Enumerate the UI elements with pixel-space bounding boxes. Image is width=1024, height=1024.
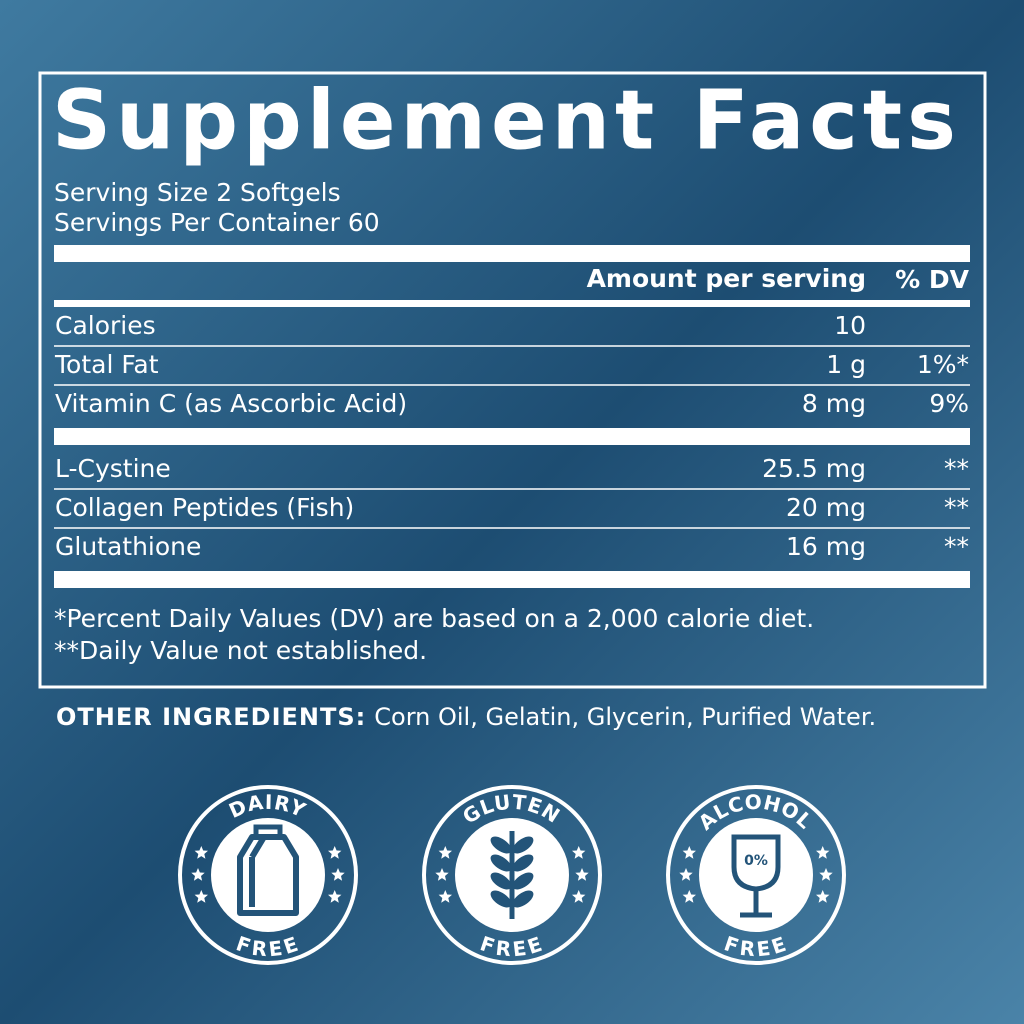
wheat-icon [512,836,534,854]
star [816,890,830,903]
star [438,846,452,859]
carton-icon [253,824,283,840]
star [679,868,693,881]
nutrient-name: L-Cystine [55,454,171,483]
star [328,890,342,903]
other-ingredients-text: Corn Oil, Gelatin, Glycerin, Purified Wa… [374,703,876,731]
star [572,846,586,859]
glass-icon [731,834,781,918]
nutrient-dv: ** [944,454,969,483]
star [194,890,208,903]
wheat-icon [490,836,512,854]
nutrient-dv: ** [944,493,969,522]
other-ingredients-label: OTHER INGREDIENTS: [56,703,366,731]
badge-ring [422,785,602,965]
servings-per-container: Servings Per Container 60 [54,208,380,237]
carton-icon [237,834,299,916]
star [191,868,205,881]
footnote: *Percent Daily Values (DV) are based on … [54,604,814,633]
nutrient-amount: 16 mg [786,532,866,561]
nutrient-name: Glutathione [55,532,201,561]
amount-header: Amount per serving [587,264,866,293]
badge-ring [178,785,358,965]
facts-box [38,71,987,689]
dv-header: % DV [895,265,970,294]
badge-core [699,818,813,932]
star [328,846,342,859]
star [682,846,696,859]
wheat-icon [490,854,512,872]
star [331,868,345,881]
star [438,890,452,903]
wheat-icon [512,890,534,908]
thick-rule [54,428,970,445]
medium-rule [54,300,970,307]
rows: Calories 10 Total Fat 1 g 1%* Vitamin C (as A… [54,311,970,588]
wheat-icon [512,854,534,872]
nutrient-dv: 1%* [917,350,969,379]
nutrient-amount: 25.5 mg [762,454,866,483]
star [194,846,208,859]
nutrient-amount: 10 [834,311,866,340]
star [819,868,833,881]
nutrient-dv: ** [944,532,969,561]
star [435,868,449,881]
nutrient-amount: 1 g [826,350,866,379]
nutrient-dv: 9% [929,389,969,418]
wheat-icon [490,872,512,890]
glass-icon-text: 0% [744,853,768,869]
thick-rule [54,571,970,588]
other-ingredients: OTHER INGREDIENTS: Corn Oil, Gelatin, Gly… [56,703,876,731]
star [575,868,589,881]
star [682,890,696,903]
wheat-icon [490,890,512,908]
nutrient-name: Total Fat [54,350,159,379]
nutrient-name: Collagen Peptides (Fish) [55,493,354,522]
footnote: **Daily Value not established. [54,636,427,665]
serving-size: Serving Size 2 Softgels [54,178,341,207]
nutrient-amount: 20 mg [786,493,866,522]
wheat-icon [512,872,534,890]
title: Supplement Facts [52,73,961,168]
badge-ring [666,785,846,965]
thick-rule [54,245,970,262]
nutrient-name: Vitamin C (as Ascorbic Acid) [55,389,407,418]
nutrient-name: Calories [55,311,156,340]
star [816,846,830,859]
star [572,890,586,903]
nutrient-amount: 8 mg [802,389,866,418]
